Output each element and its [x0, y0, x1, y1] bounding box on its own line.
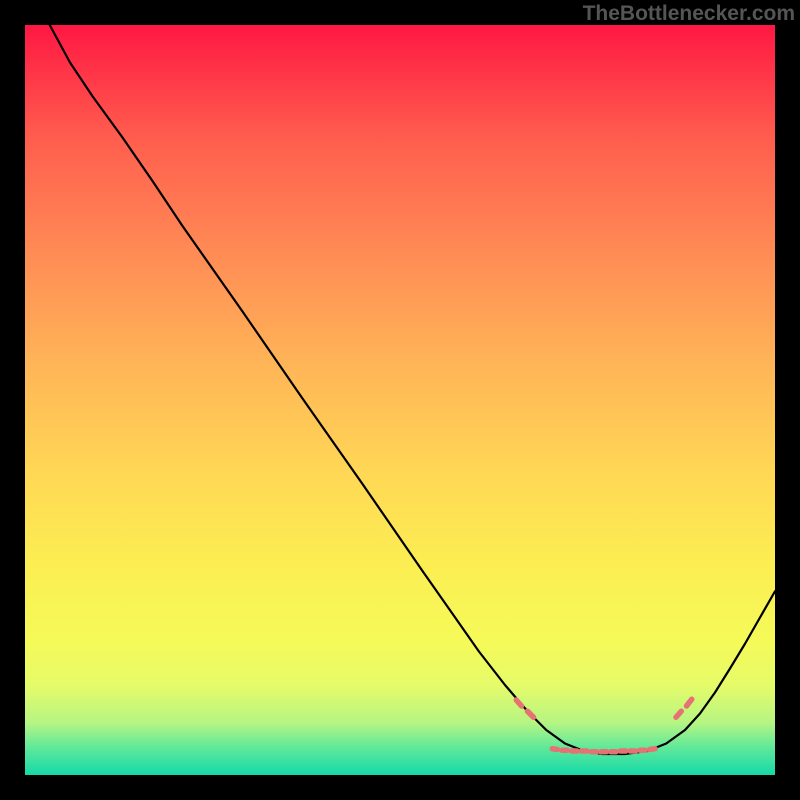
watermark: TheBottlenecker.com: [583, 2, 795, 26]
chart-svg: [25, 25, 775, 775]
chart-background: [25, 25, 775, 775]
chart-container: [25, 25, 775, 775]
